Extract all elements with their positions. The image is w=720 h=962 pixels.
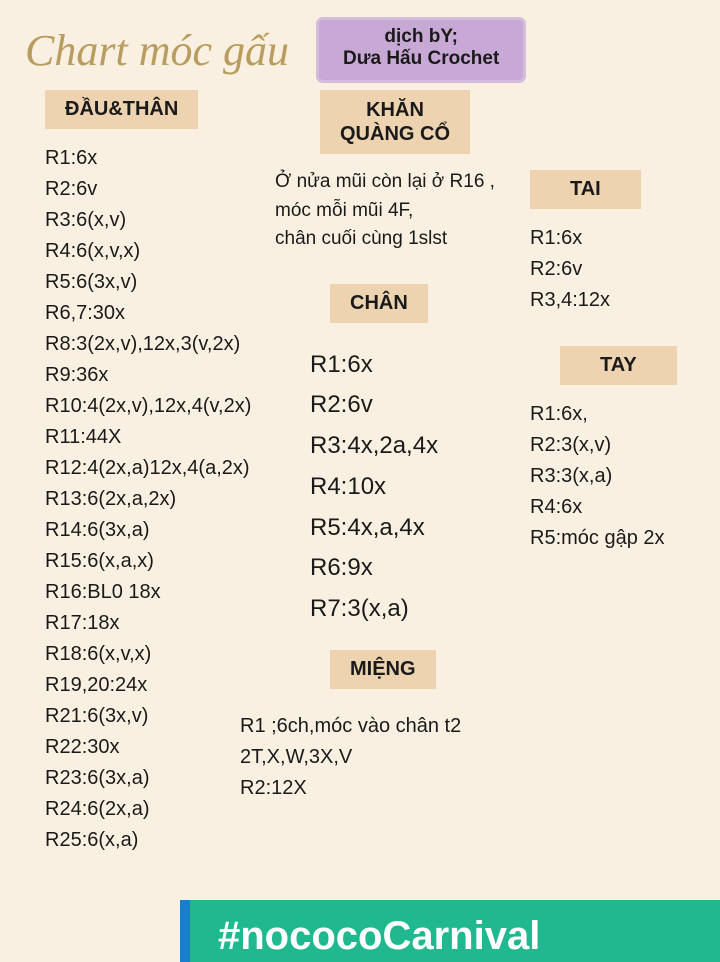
pattern-row: R5:6(3x,v) — [45, 267, 305, 298]
credit-line1: dịch bY; — [343, 26, 499, 48]
column-right: TAI R1:6x R2:6v R3,4:12x TAY R1:6x, R2:3… — [530, 170, 710, 554]
khan-note-l1: Ở nửa mũi còn lại ở R16 , — [275, 168, 520, 197]
tai-block: TAI R1:6x R2:6v R3,4:12x — [530, 170, 710, 316]
header-dau-than: ĐẦU&THÂN — [45, 90, 198, 129]
pattern-row: R11:44X — [45, 422, 305, 453]
pattern-row: R18:6(x,v,x) — [45, 639, 305, 670]
header-mieng: MIỆNG — [330, 650, 436, 689]
pattern-row: R16:BL0 18x — [45, 577, 305, 608]
pattern-row: R6:9x — [310, 548, 520, 589]
pattern-row: R25:6(x,a) — [45, 825, 305, 856]
rows-mieng: R1 ;6ch,móc vào chân t2 2T,X,W,3X,V R2:1… — [240, 711, 520, 804]
page-title: Chart móc gấu — [25, 25, 289, 76]
pattern-row: R1:6x — [530, 223, 710, 254]
pattern-row: R5:4x,a,4x — [310, 508, 520, 549]
pattern-row: R12:4(2x,a)12x,4(a,2x) — [45, 453, 305, 484]
pattern-row: R2:3(x,v) — [530, 430, 710, 461]
pattern-row: R17:18x — [45, 608, 305, 639]
tay-block: TAY R1:6x, R2:3(x,v) R3:3(x,a) R4:6x R5:… — [530, 346, 710, 554]
pattern-row: R6,7:30x — [45, 298, 305, 329]
pattern-row: R8:3(2x,v),12x,3(v,2x) — [45, 329, 305, 360]
pattern-row: R14:6(3x,a) — [45, 515, 305, 546]
header-khan-l1: KHĂN — [366, 99, 424, 121]
pattern-row: R1:6x — [45, 143, 305, 174]
rows-chan: R1:6x R2:6v R3:4x,2a,4x R4:10x R5:4x,a,4… — [310, 345, 520, 631]
column-middle: KHĂN QUÀNG CỔ Ở nửa mũi còn lại ở R16 , … — [300, 90, 520, 804]
khan-note: Ở nửa mũi còn lại ở R16 , móc mỗi mũi 4F… — [275, 168, 520, 254]
rows-tai: R1:6x R2:6v R3,4:12x — [530, 223, 710, 316]
header-tai: TAI — [530, 170, 641, 209]
header-khan: KHĂN QUÀNG CỔ — [320, 90, 470, 154]
content-area: ĐẦU&THÂN R1:6x R2:6v R3:6(x,v) R4:6(x,v,… — [0, 90, 720, 120]
pattern-row: R3,4:12x — [530, 285, 710, 316]
pattern-row: R1:6x — [310, 345, 520, 386]
rows-tay: R1:6x, R2:3(x,v) R3:3(x,a) R4:6x R5:móc … — [530, 399, 710, 554]
pattern-row: R3:6(x,v) — [45, 205, 305, 236]
pattern-row: R2:12X — [240, 773, 520, 804]
header-chan: CHÂN — [330, 284, 428, 323]
pattern-row: R1 ;6ch,móc vào chân t2 2T,X,W,3X,V — [240, 711, 520, 773]
pattern-row: R13:6(2x,a,2x) — [45, 484, 305, 515]
credit-box: dịch bY; Dưa Hấu Crochet — [319, 20, 523, 80]
khan-note-l2: móc mỗi mũi 4F, — [275, 197, 520, 226]
credit-line2: Dưa Hấu Crochet — [343, 48, 499, 70]
pattern-row: R4:10x — [310, 467, 520, 508]
pattern-row: R10:4(2x,v),12x,4(v,2x) — [45, 391, 305, 422]
pattern-row: R5:móc gập 2x — [530, 523, 710, 554]
page-header: Chart móc gấu dịch bY; Dưa Hấu Crochet — [0, 0, 720, 90]
pattern-row: R9:36x — [45, 360, 305, 391]
pattern-row: R2:6v — [530, 254, 710, 285]
pattern-row: R3:3(x,a) — [530, 461, 710, 492]
pattern-row: R19,20:24x — [45, 670, 305, 701]
pattern-row: R4:6x — [530, 492, 710, 523]
pattern-row: R3:4x,2a,4x — [310, 426, 520, 467]
pattern-row: R1:6x, — [530, 399, 710, 430]
bottom-banner: #nococoCarnival — [180, 900, 720, 962]
pattern-row: R4:6(x,v,x) — [45, 236, 305, 267]
header-tay: TAY — [560, 346, 677, 385]
pattern-row: R2:6v — [310, 385, 520, 426]
khan-note-l3: chân cuối cùng 1slst — [275, 225, 520, 254]
header-khan-l2: QUÀNG CỔ — [340, 123, 450, 145]
pattern-row: R2:6v — [45, 174, 305, 205]
pattern-row: R7:3(x,a) — [310, 589, 520, 630]
pattern-row: R15:6(x,a,x) — [45, 546, 305, 577]
